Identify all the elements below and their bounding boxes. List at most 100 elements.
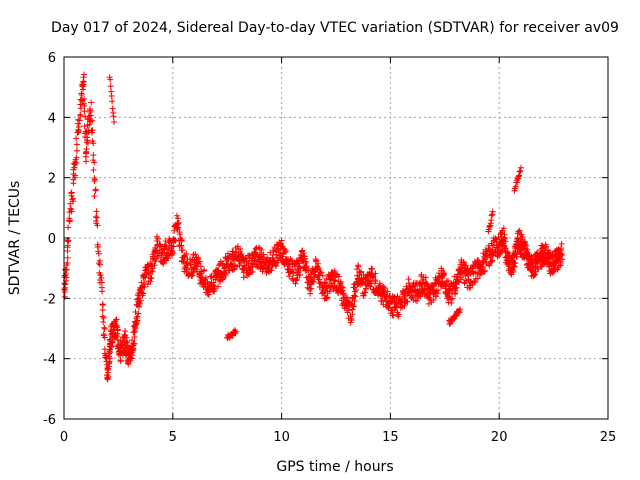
data-point: [124, 339, 131, 346]
data-point: [67, 200, 74, 207]
data-point: [92, 187, 99, 194]
data-point: [381, 285, 388, 292]
data-point: [73, 154, 80, 161]
data-point: [421, 287, 428, 294]
data-point: [173, 225, 180, 232]
data-point: [95, 250, 102, 257]
data-point: [412, 283, 419, 290]
data-point: [509, 258, 516, 265]
data-point: [81, 102, 88, 109]
data-point: [77, 105, 84, 112]
data-point: [404, 298, 411, 305]
data-point: [89, 117, 96, 124]
data-point: [318, 269, 325, 276]
data-point: [107, 343, 114, 350]
grid-lines: [64, 57, 608, 419]
data-point: [501, 234, 508, 241]
x-tick-label: 20: [491, 430, 508, 445]
data-point: [63, 266, 70, 273]
data-point: [462, 272, 469, 279]
data-point: [101, 324, 108, 331]
data-point: [154, 235, 161, 242]
data-point: [105, 350, 112, 357]
data-point: [457, 306, 464, 313]
data-point: [524, 246, 531, 253]
data-point: [144, 281, 151, 288]
data-point: [489, 208, 496, 215]
data-point: [467, 284, 474, 291]
data-point: [101, 325, 108, 332]
data-point: [488, 258, 495, 265]
data-point: [226, 267, 233, 274]
data-point: [114, 326, 121, 333]
data-point: [523, 248, 530, 255]
data-point: [108, 343, 115, 350]
data-point: [457, 274, 464, 281]
data-point: [238, 253, 245, 260]
data-point: [132, 325, 139, 332]
data-point: [113, 316, 120, 323]
data-point: [286, 273, 293, 280]
data-point: [518, 247, 525, 254]
data-point: [257, 260, 264, 267]
data-point: [517, 164, 524, 171]
x-tick-label: 10: [273, 430, 290, 445]
data-point: [559, 256, 566, 263]
data-point: [326, 288, 333, 295]
data-point: [280, 245, 287, 252]
x-tick-label: 25: [600, 430, 617, 445]
data-point: [268, 267, 275, 274]
data-point: [479, 264, 486, 271]
data-point: [443, 278, 450, 285]
data-point: [140, 290, 147, 297]
data-point: [80, 78, 87, 85]
data-point: [91, 193, 98, 200]
axis-ticks: 0 5 10 15 20 25 -6 -4 -2 0 2 4 6: [43, 51, 616, 445]
data-point: [289, 276, 296, 283]
data-point: [141, 279, 148, 286]
data-point: [295, 268, 302, 275]
data-point: [504, 248, 511, 255]
data-point: [178, 237, 185, 244]
data-point: [71, 174, 78, 181]
data-point: [83, 148, 90, 155]
data-point: [384, 288, 391, 295]
data-point: [71, 164, 78, 171]
data-point: [73, 147, 80, 154]
data-point: [434, 290, 441, 297]
x-tick-label: 0: [60, 430, 68, 445]
data-point: [481, 268, 488, 275]
data-point: [405, 276, 412, 283]
x-tick-label: 15: [382, 430, 399, 445]
data-point: [322, 280, 329, 287]
data-point: [105, 369, 112, 376]
y-tick-label: -4: [43, 353, 56, 368]
data-point: [99, 307, 106, 314]
data-point: [138, 289, 145, 296]
data-point: [511, 262, 518, 269]
data-point: [510, 268, 517, 275]
data-point: [297, 272, 304, 279]
data-point: [111, 118, 118, 125]
x-axis-label: GPS time / hours: [276, 459, 393, 475]
data-point: [200, 267, 207, 274]
data-points: [61, 71, 566, 383]
data-point: [68, 189, 75, 196]
data-point: [340, 284, 347, 291]
data-point: [369, 265, 376, 272]
data-point: [88, 129, 95, 136]
data-point: [390, 312, 397, 319]
data-point: [131, 333, 138, 340]
data-point: [440, 270, 447, 277]
data-point: [170, 243, 177, 250]
data-point: [65, 224, 72, 231]
data-point: [160, 260, 167, 267]
data-point: [131, 340, 138, 347]
data-point: [308, 285, 315, 292]
data-point: [337, 280, 344, 287]
data-point: [258, 246, 265, 253]
data-point: [62, 281, 69, 288]
data-point: [64, 254, 71, 261]
data-point: [395, 311, 402, 318]
